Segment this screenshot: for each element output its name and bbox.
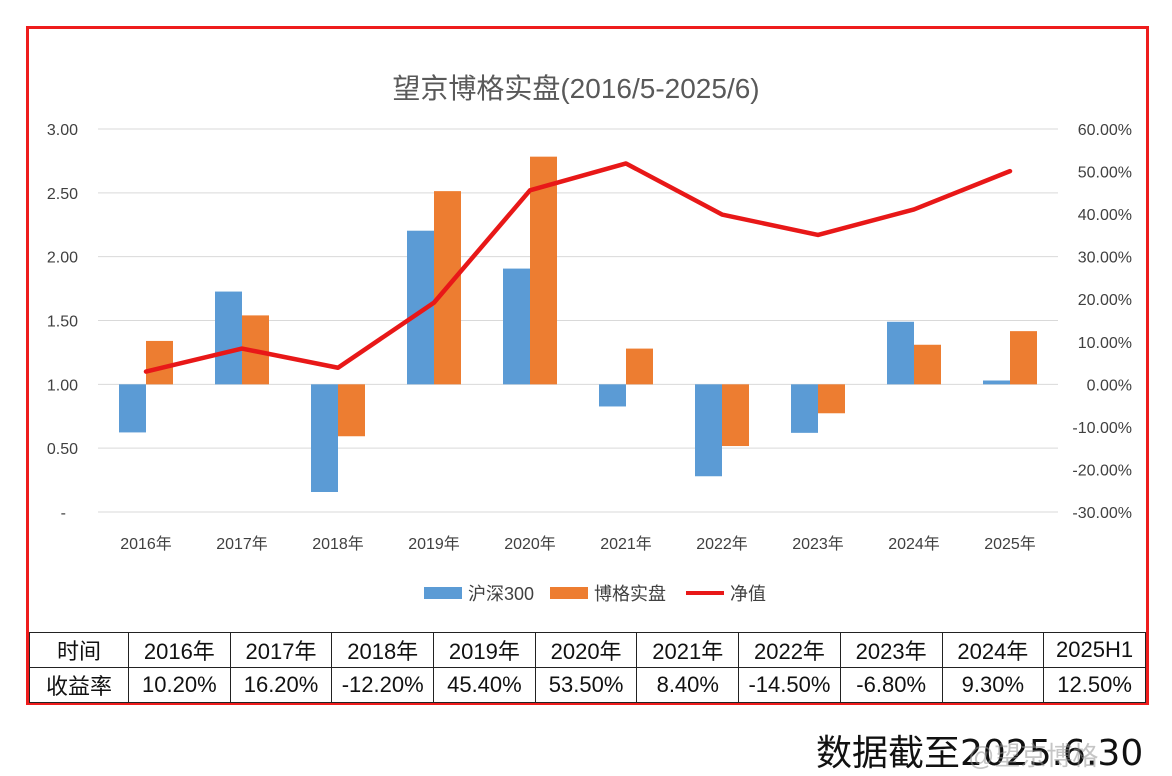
right-tick-label: 10.00% bbox=[1078, 335, 1132, 352]
right-tick-label: 30.00% bbox=[1078, 250, 1132, 267]
bar-0-7 bbox=[791, 384, 818, 433]
table-cell-year: 2025H1 bbox=[1043, 632, 1146, 668]
table-cell-return: 10.20% bbox=[128, 667, 231, 703]
table-cell-year: 2022年 bbox=[738, 632, 841, 668]
table-row-label: 收益率 bbox=[29, 667, 129, 703]
bar-1-9 bbox=[1010, 331, 1037, 385]
bar-0-5 bbox=[599, 384, 626, 407]
legend-label: 博格实盘 bbox=[594, 584, 666, 604]
grid-lines bbox=[98, 128, 1058, 513]
bars bbox=[119, 156, 1037, 492]
table-cell-year: 2023年 bbox=[839, 632, 943, 668]
bar-0-9 bbox=[983, 380, 1010, 385]
x-tick-label: 2017年 bbox=[216, 535, 268, 553]
bar-0-8 bbox=[887, 321, 914, 385]
left-tick-label: 2.50 bbox=[47, 186, 78, 203]
x-tick-label: 2022年 bbox=[696, 535, 748, 553]
legend-swatch bbox=[550, 587, 588, 599]
x-tick-label: 2021年 bbox=[600, 535, 652, 553]
bar-0-0 bbox=[119, 384, 146, 433]
bar-1-4 bbox=[530, 156, 557, 385]
right-tick-label: -20.00% bbox=[1072, 462, 1132, 479]
legend-swatch bbox=[424, 587, 462, 599]
table-cell-year: 2024年 bbox=[941, 632, 1045, 668]
x-tick-label: 2016年 bbox=[120, 535, 172, 553]
bar-1-8 bbox=[914, 344, 941, 385]
table-row-returns: 收益率 10.20% 16.20% -12.20% 45.40% 53.50% 8.40%… bbox=[29, 667, 1146, 703]
table-cell-year: 2019年 bbox=[433, 632, 536, 668]
legend: 沪深300 博格实盘 净值 bbox=[424, 584, 766, 604]
table-cell-year: 2020年 bbox=[534, 632, 638, 668]
left-tick-label: 2.00 bbox=[47, 250, 78, 267]
x-tick-label: 2025年 bbox=[984, 535, 1036, 553]
right-axis-ticks: -30.00% -20.00% -10.00% 0.00% 10.00% 20.00% 30… bbox=[1072, 122, 1132, 522]
table-header-label: 时间 bbox=[29, 632, 129, 668]
table-cell-return: 16.20% bbox=[229, 667, 333, 703]
x-tick-label: 2019年 bbox=[408, 535, 460, 553]
table-cell-return: 8.40% bbox=[636, 667, 740, 703]
table-cell-return: 12.50% bbox=[1043, 667, 1146, 703]
table-cell-return: -14.50% bbox=[738, 667, 841, 703]
left-tick-label: 3.00 bbox=[47, 122, 78, 139]
table-cell-year: 2017年 bbox=[229, 632, 333, 668]
table-cell-return: -6.80% bbox=[839, 667, 943, 703]
bar-0-4 bbox=[503, 268, 530, 385]
table-cell-return: 45.40% bbox=[433, 667, 536, 703]
table-cell-year: 2018年 bbox=[331, 632, 435, 668]
right-tick-label: -30.00% bbox=[1072, 505, 1132, 522]
bar-1-2 bbox=[338, 384, 365, 437]
right-tick-label: -10.00% bbox=[1072, 420, 1132, 437]
left-tick-label: - bbox=[61, 505, 66, 522]
bar-1-5 bbox=[626, 348, 653, 385]
left-tick-label: 1.50 bbox=[47, 314, 78, 331]
bar-1-6 bbox=[722, 384, 749, 447]
x-tick-label: 2024年 bbox=[888, 535, 940, 553]
data-cutoff-note: 数据截至2025.6.30 bbox=[816, 733, 1144, 774]
net-value-line bbox=[143, 161, 1013, 374]
table-cell-year: 2021年 bbox=[636, 632, 740, 668]
line-path bbox=[143, 161, 1013, 374]
x-tick-label: 2020年 bbox=[504, 535, 556, 553]
right-tick-label: 20.00% bbox=[1078, 292, 1132, 309]
right-tick-label: 40.00% bbox=[1078, 207, 1132, 224]
legend-label: 沪深300 bbox=[468, 584, 534, 604]
left-tick-label: 0.50 bbox=[47, 441, 78, 458]
table-row-years: 时间 2016年 2017年 2018年 2019年 2020年 2021年 2022年 20… bbox=[29, 632, 1146, 668]
table-cell-return: -12.20% bbox=[331, 667, 435, 703]
bar-1-0 bbox=[146, 340, 173, 385]
right-tick-label: 0.00% bbox=[1087, 377, 1132, 394]
left-tick-label: 1.00 bbox=[47, 377, 78, 394]
right-tick-label: 60.00% bbox=[1078, 122, 1132, 139]
watermark: @望京博格 bbox=[968, 741, 1099, 771]
bar-0-6 bbox=[695, 384, 722, 477]
x-tick-label: 2018年 bbox=[312, 535, 364, 553]
left-axis-ticks: - 0.50 1.00 1.50 2.00 2.50 3.00 bbox=[47, 122, 78, 522]
right-tick-label: 50.00% bbox=[1078, 165, 1132, 182]
table-cell-return: 9.30% bbox=[941, 667, 1045, 703]
x-tick-label: 2023年 bbox=[792, 535, 844, 553]
table-cell-return: 53.50% bbox=[534, 667, 638, 703]
x-axis-ticks: 2016年 2017年 2018年 2019年 2020年 2021年 2022年 2023年… bbox=[120, 535, 1036, 553]
returns-table: 时间 2016年 2017年 2018年 2019年 2020年 2021年 2022年 20… bbox=[29, 632, 1146, 703]
table-cell-year: 2016年 bbox=[128, 632, 231, 668]
chart-title: 望京博格实盘(2016/5-2025/6) bbox=[392, 73, 759, 104]
chart-canvas: 望京博格实盘(2016/5-2025/6) - 0.50 1.00 1.50 2.00 2… bbox=[47, 73, 1132, 604]
bar-0-1 bbox=[215, 291, 242, 385]
bar-0-2 bbox=[311, 384, 338, 492]
bar-1-7 bbox=[818, 384, 845, 414]
legend-label: 净值 bbox=[730, 584, 766, 604]
